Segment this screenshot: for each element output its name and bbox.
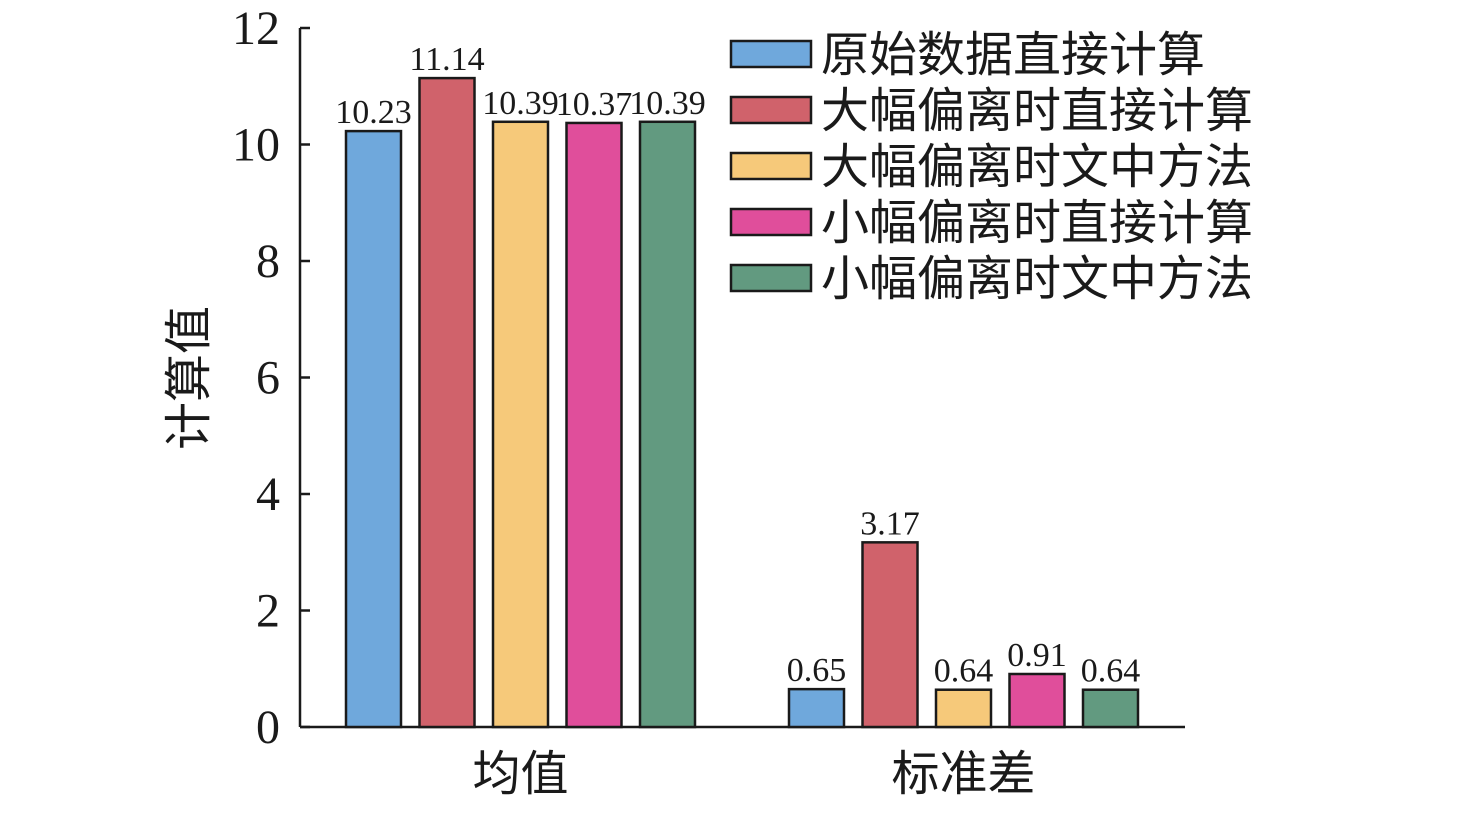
data-label: 0.91 bbox=[1007, 637, 1067, 674]
bar bbox=[1008, 672, 1066, 729]
y-tick-label: 8 bbox=[256, 235, 280, 288]
y-axis-label: 计算值 bbox=[163, 306, 216, 450]
bar bbox=[418, 76, 476, 729]
y-tick-label: 10 bbox=[232, 119, 280, 172]
data-label: 10.39 bbox=[629, 85, 706, 122]
legend-swatch bbox=[729, 39, 813, 69]
bar bbox=[344, 129, 403, 729]
bar bbox=[787, 687, 846, 729]
data-label: 10.37 bbox=[556, 86, 633, 123]
data-label: 11.14 bbox=[409, 41, 484, 78]
data-label: 10.39 bbox=[482, 85, 559, 122]
data-labels: 10.23 0.65 11.14 3.17 10.39 0.64 10.37 0.91 10.3… bbox=[335, 41, 1140, 690]
bar bbox=[638, 120, 697, 729]
bars bbox=[344, 76, 1140, 729]
y-tick-label: 6 bbox=[256, 352, 280, 405]
legend-swatch bbox=[729, 263, 813, 293]
legend-label: 原始数据直接计算 bbox=[821, 29, 1205, 82]
bar bbox=[934, 688, 993, 729]
bar bbox=[491, 120, 550, 729]
data-label: 10.23 bbox=[335, 94, 412, 131]
data-label: 0.64 bbox=[934, 653, 994, 690]
legend: 原始数据直接计算大幅偏离时直接计算大幅偏离时文中方法小幅偏离时直接计算小幅偏离时… bbox=[729, 29, 1253, 306]
y-tick-label: 12 bbox=[232, 2, 280, 55]
x-category-label: 均值 bbox=[472, 748, 568, 801]
legend-label: 小幅偏离时直接计算 bbox=[821, 197, 1253, 250]
data-label: 3.17 bbox=[860, 505, 920, 542]
bar bbox=[861, 541, 919, 729]
legend-label: 小幅偏离时文中方法 bbox=[821, 253, 1253, 306]
data-label: 0.64 bbox=[1081, 653, 1141, 690]
bar bbox=[1081, 688, 1140, 729]
legend-label: 大幅偏离时直接计算 bbox=[821, 85, 1253, 138]
data-label: 0.65 bbox=[787, 652, 847, 689]
legend-swatch bbox=[729, 151, 813, 181]
legend-label: 大幅偏离时文中方法 bbox=[821, 141, 1253, 194]
legend-swatch bbox=[729, 207, 813, 237]
bar bbox=[565, 121, 623, 729]
y-tick-label: 0 bbox=[256, 701, 280, 754]
legend-swatch bbox=[729, 95, 813, 125]
y-tick-label: 4 bbox=[256, 468, 280, 521]
y-tick-label: 2 bbox=[256, 585, 280, 638]
x-category-label: 标准差 bbox=[891, 748, 1035, 801]
axes: 0 2 4 6 8 10 12 均值 标准差 bbox=[232, 2, 1185, 801]
